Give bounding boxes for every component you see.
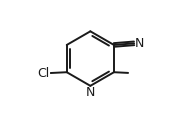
- Text: N: N: [135, 37, 144, 50]
- Text: N: N: [86, 86, 95, 99]
- Text: Cl: Cl: [37, 67, 50, 80]
